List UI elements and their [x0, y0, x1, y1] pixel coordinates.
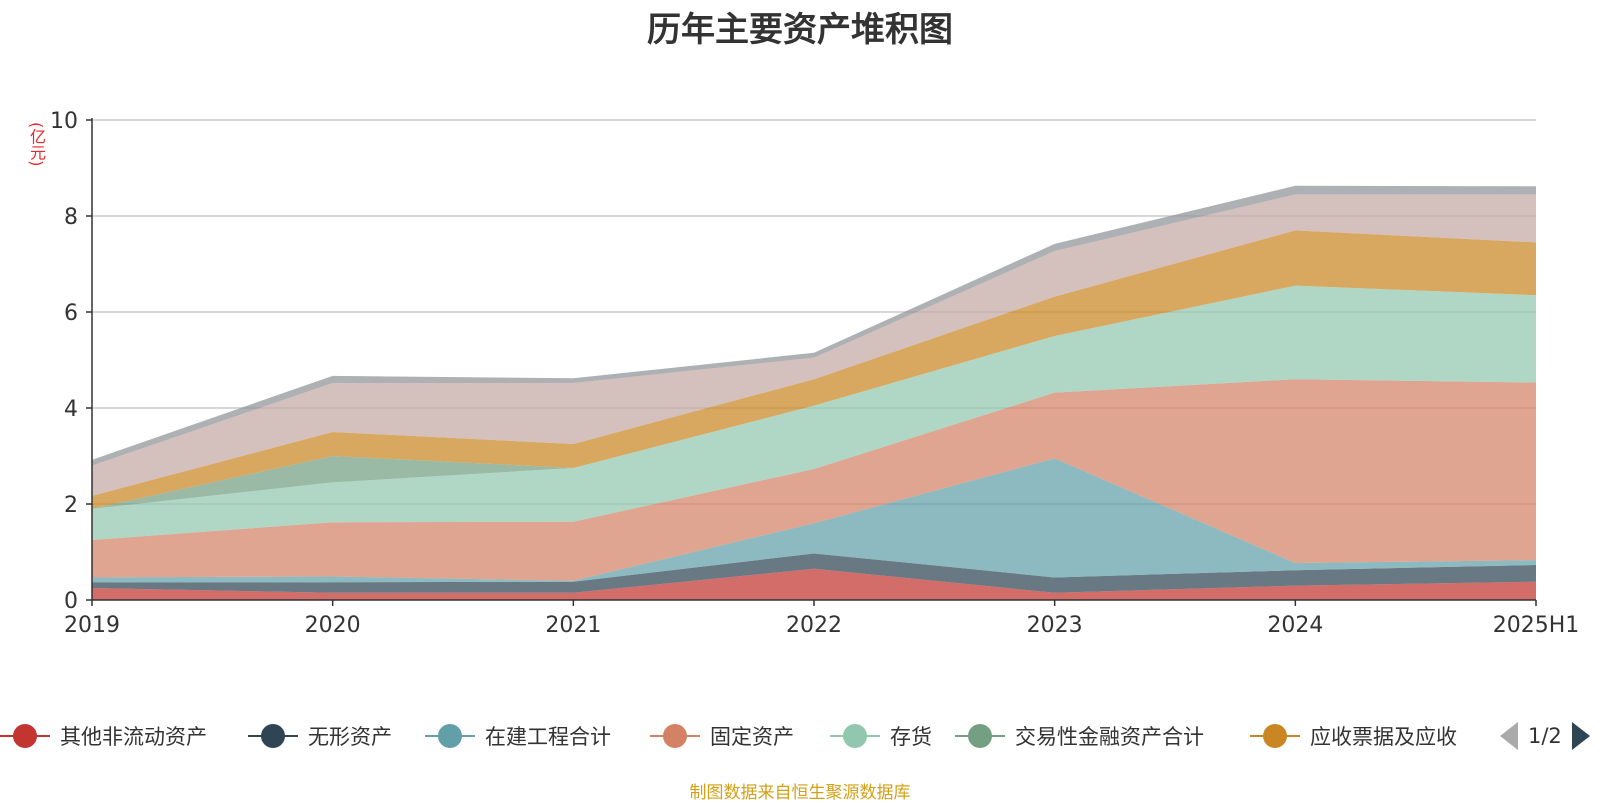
area-交易性金融资产合计 — [92, 285, 1536, 509]
stacked-area-chart: 0 2 4 6 8 10 2019 2020 2021 2022 2023 2024 2025H1 — [50, 109, 1579, 638]
area-其他非流动资产 — [92, 568, 1536, 600]
x-tick-label: 2021 — [545, 613, 601, 638]
area-应收票据及应收 — [92, 230, 1536, 509]
source-note: 制图数据来自恒生聚源数据库 — [689, 783, 911, 803]
y-tick-label: 8 — [64, 205, 78, 230]
x-tick-label: 2020 — [305, 613, 361, 638]
triangle-left-icon[interactable] — [1500, 722, 1518, 750]
pager-text: 1/2 — [1528, 724, 1562, 748]
x-tick-label: 2019 — [64, 613, 120, 638]
legend-marker-icon — [1250, 721, 1300, 751]
legend-item[interactable]: 无形资产 — [248, 718, 392, 754]
legend-item[interactable]: 存货 — [830, 718, 932, 754]
area-在建工程合计 — [92, 458, 1536, 583]
legend-marker-icon — [425, 721, 475, 751]
axis-layer: 0 2 4 6 8 10 2019 2020 2021 2022 2023 2024 2025H1 — [50, 109, 1579, 638]
triangle-right-icon[interactable] — [1571, 722, 1590, 750]
area-unnamed-series — [92, 194, 1536, 496]
legend-label: 无形资产 — [308, 725, 392, 749]
area-固定资产 — [92, 379, 1536, 581]
x-tick-label: 2022 — [786, 613, 842, 638]
legend-item[interactable]: 固定资产 — [650, 718, 794, 754]
legend-label: 其他非流动资产 — [60, 725, 207, 749]
legend-item[interactable]: 在建工程合计 — [425, 718, 611, 754]
legend-label: 固定资产 — [710, 725, 794, 749]
legend-pager: 1/2 — [1500, 718, 1590, 754]
y-tick-label: 2 — [64, 493, 78, 518]
legend-item[interactable]: 交易性金融资产合计 — [955, 718, 1204, 754]
legend-marker-icon — [248, 721, 298, 751]
y-tick-label: 6 — [64, 301, 78, 326]
legend-marker-icon — [0, 721, 50, 751]
y-tick-label: 10 — [50, 109, 78, 134]
legend-label: 在建工程合计 — [485, 725, 611, 749]
legend-label: 存货 — [890, 725, 932, 749]
legend-marker-icon — [650, 721, 700, 751]
y-axis-unit-label: (亿元) — [27, 122, 46, 167]
legend-item[interactable]: 应收票据及应收 — [1250, 718, 1457, 754]
legend: 其他非流动资产 无形资产 在建工程合计 固定资产 存货 交易性金融资产合计 应收票据及应收 — [0, 718, 1600, 754]
legend-marker-icon — [830, 721, 880, 751]
legend-label: 应收票据及应收 — [1310, 725, 1457, 749]
x-tick-label: 2023 — [1027, 613, 1083, 638]
legend-label: 交易性金融资产合计 — [1015, 725, 1204, 749]
legend-marker-icon — [955, 721, 1005, 751]
area-layer — [92, 185, 1536, 600]
area-无形资产 — [92, 553, 1536, 593]
legend-item[interactable]: 其他非流动资产 — [0, 718, 207, 754]
y-tick-label: 4 — [64, 397, 78, 422]
x-tick-label: 2025H1 — [1493, 613, 1580, 638]
x-tick-label: 2024 — [1267, 613, 1323, 638]
chart-title: 历年主要资产堆积图 — [647, 10, 953, 50]
area-存货 — [92, 285, 1536, 540]
y-tick-label: 0 — [64, 589, 78, 614]
